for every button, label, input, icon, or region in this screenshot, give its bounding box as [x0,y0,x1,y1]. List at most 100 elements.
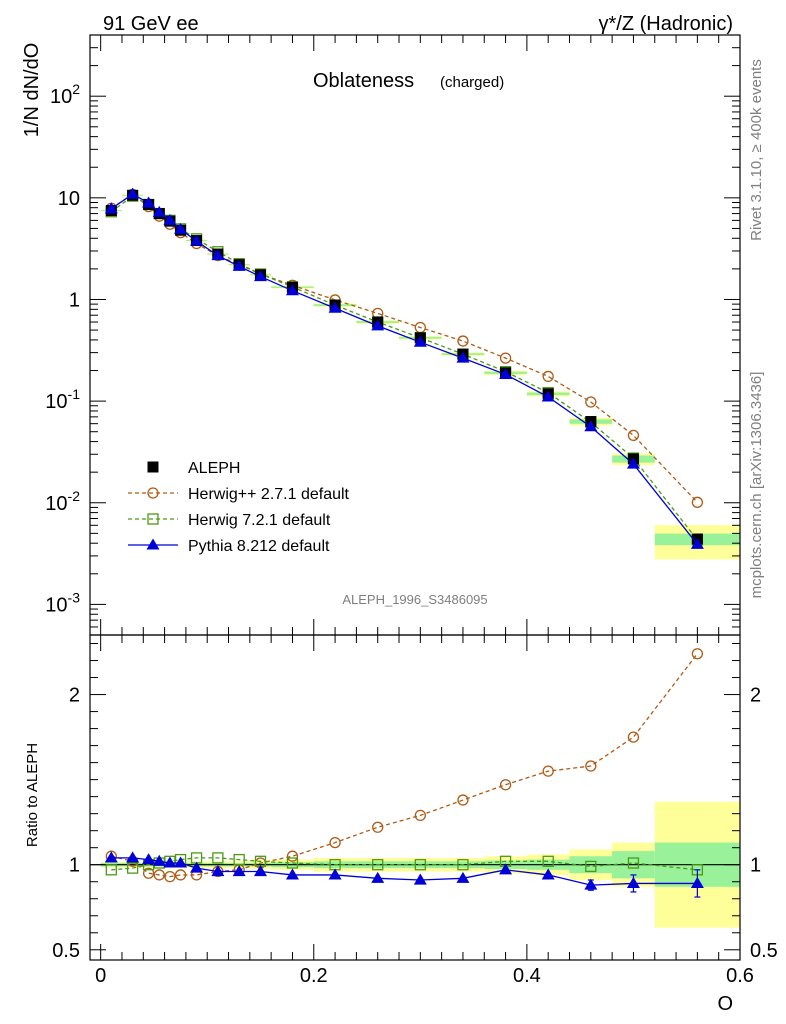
main-point-pythia-8-212-default [690,537,704,549]
ratio-point-herwig-2-7-1-default [691,648,704,660]
main-point-pythia-8-212-default [456,351,470,363]
mcplots-label: mcplots.cern.ch [arXiv:1306.3436] [748,372,765,599]
legend-marker-aleph [147,461,159,473]
ratio-series-group [104,648,704,898]
ratio-point-herwig-2-7-1-default [457,794,469,806]
chart-title: Oblateness [313,70,414,92]
main-point-herwig-2-7-1-default [499,352,512,364]
ratio-point-pythia-8-212-default [163,856,177,868]
ratio-point-pythia-8-212-default [211,865,225,877]
chart-subtitle: (charged) [440,74,504,91]
main-point-pythia-8-212-default [285,284,299,296]
main-point-pythia-8-212-default [163,213,177,225]
ratio-point-herwig-2-7-1-default [153,869,165,881]
ratio-point-herwig-7-2-1-default [105,864,117,876]
ratio-point-pythia-8-212-default [413,873,427,885]
main-point-pythia-8-212-default [174,222,188,234]
ratio-y-tick-label-right: 1 [750,855,761,877]
ratio-point-herwig-2-7-1-default [585,760,597,772]
header-energy: 91 GeV ee [103,13,199,35]
y-tick-label: 102 [50,81,80,108]
ratio-point-pythia-8-212-default [456,871,470,883]
main-point-pythia-8-212-default [328,301,342,313]
ratio-point-pythia-8-212-default [253,865,267,877]
ratio-plot-frame [89,634,741,961]
main-point-herwig-2-7-1-default [691,496,704,508]
ratio-point-herwig-2-7-1-default [372,821,384,833]
y-tick-label: 10-1 [45,386,80,413]
ratio-point-herwig-7-2-1-default [212,852,224,864]
main-uncertainty-band [100,194,740,560]
ratio-point-herwig-7-2-1-default [233,853,245,866]
ratio-y-tick-label-right: 2 [750,685,761,707]
main-point-pythia-8-212-default [104,202,118,214]
ratio-point-herwig-7-2-1-default [585,860,597,873]
ratio-point-herwig-2-7-1-default [142,867,155,879]
ratio-point-pythia-8-212-default [232,865,246,877]
ratio-point-herwig-7-2-1-default [457,859,469,871]
main-point-herwig-2-7-1-default [627,429,640,442]
main-point-herwig-2-7-1-default [585,396,597,408]
ratio-point-herwig-7-2-1-default [542,855,554,867]
ratio-point-pythia-8-212-default [690,876,704,888]
x-tick-label: 0.2 [300,965,328,987]
legend-marker-herwig-7-2-1-default [147,513,159,525]
ratio-point-herwig-2-7-1-default [542,765,554,777]
y-tick-label: 10-3 [45,589,80,616]
ratio-point-herwig-7-2-1-default [414,859,426,871]
ratio-y-tick-label: 0.5 [52,940,80,962]
ratio-point-pythia-8-212-default [152,854,166,866]
legend-label-herwig-2-7-1-default: Herwig++ 2.7.1 default [188,486,350,503]
legend-marker-herwig-2-7-1-default [147,487,159,499]
ratio-point-pythia-8-212-default [328,868,342,880]
rivet-label: Rivet 3.1.10, ≥ 400k events [748,59,765,241]
ratio-point-herwig-7-2-1-default [126,862,139,874]
ratio-point-herwig-2-7-1-default [414,809,426,822]
x-tick-label: 0.6 [726,965,754,987]
ratio-y-tick-label: 2 [69,685,80,707]
main-point-pythia-8-212-default [190,234,204,246]
main-point-pythia-8-212-default [371,319,385,331]
ratio-point-pythia-8-212-default [541,868,555,880]
ratio-line-herwig-2-7-1-default [111,653,698,878]
x-axis-label: O [717,993,733,1015]
x-tick-label: 0 [95,965,106,987]
ratio-point-pythia-8-212-default [190,861,204,873]
ratio-y-tick-label: 1 [69,855,80,877]
main-point-herwig-2-7-1-default [542,370,554,383]
ratio-point-herwig-7-2-1-default [627,857,640,869]
ratio-point-pythia-8-212-default [499,863,513,875]
main-point-pythia-8-212-default [413,335,427,347]
ratio-y-tick-label-right: 0.5 [750,940,778,962]
ratio-point-pythia-8-212-default [285,868,299,880]
ratio-point-pythia-8-212-default [104,851,118,863]
ratio-point-pythia-8-212-default [584,878,598,890]
y-axis-label: 1/N dN/dO [21,43,43,137]
ratio-point-pythia-8-212-default [174,856,188,868]
main-point-pythia-8-212-default [211,249,225,261]
ratio-point-herwig-2-7-1-default [627,731,640,743]
ratio-point-pythia-8-212-default [142,853,156,865]
main-point-pythia-8-212-default [126,187,140,199]
main-point-pythia-8-212-default [626,457,640,469]
legend-label-herwig-7-2-1-default: Herwig 7.2.1 default [188,512,331,529]
y-tick-label: 10-2 [45,488,80,515]
legend-marker-pythia-8-212-default [146,538,160,550]
ratio-point-herwig-2-7-1-default [499,779,512,791]
ratio-point-herwig-7-2-1-default [286,857,299,869]
ratio-y-axis-label: Ratio to ALEPH [24,743,41,847]
x-tick-label: 0.4 [513,965,541,987]
ratio-point-herwig-2-7-1-default [286,850,299,862]
legend: ALEPH Herwig++ 2.7.1 default Herwig 7.2.1 … [128,460,350,555]
ratio-point-herwig-2-7-1-default [164,870,176,883]
ratio-point-pythia-8-212-default [626,876,640,888]
legend-label-aleph: ALEPH [188,460,240,477]
analysis-id: ALEPH_1996_S3486095 [342,592,487,607]
main-point-pythia-8-212-default [253,270,267,282]
ratio-point-herwig-2-7-1-default [174,869,187,881]
main-point-pythia-8-212-default [499,367,513,379]
header-process: γ*/Z (Hadronic) [599,13,733,35]
y-tick-label: 10 [58,188,80,210]
y-tick-label: 1 [69,289,80,311]
ratio-point-herwig-7-2-1-default [372,859,384,871]
